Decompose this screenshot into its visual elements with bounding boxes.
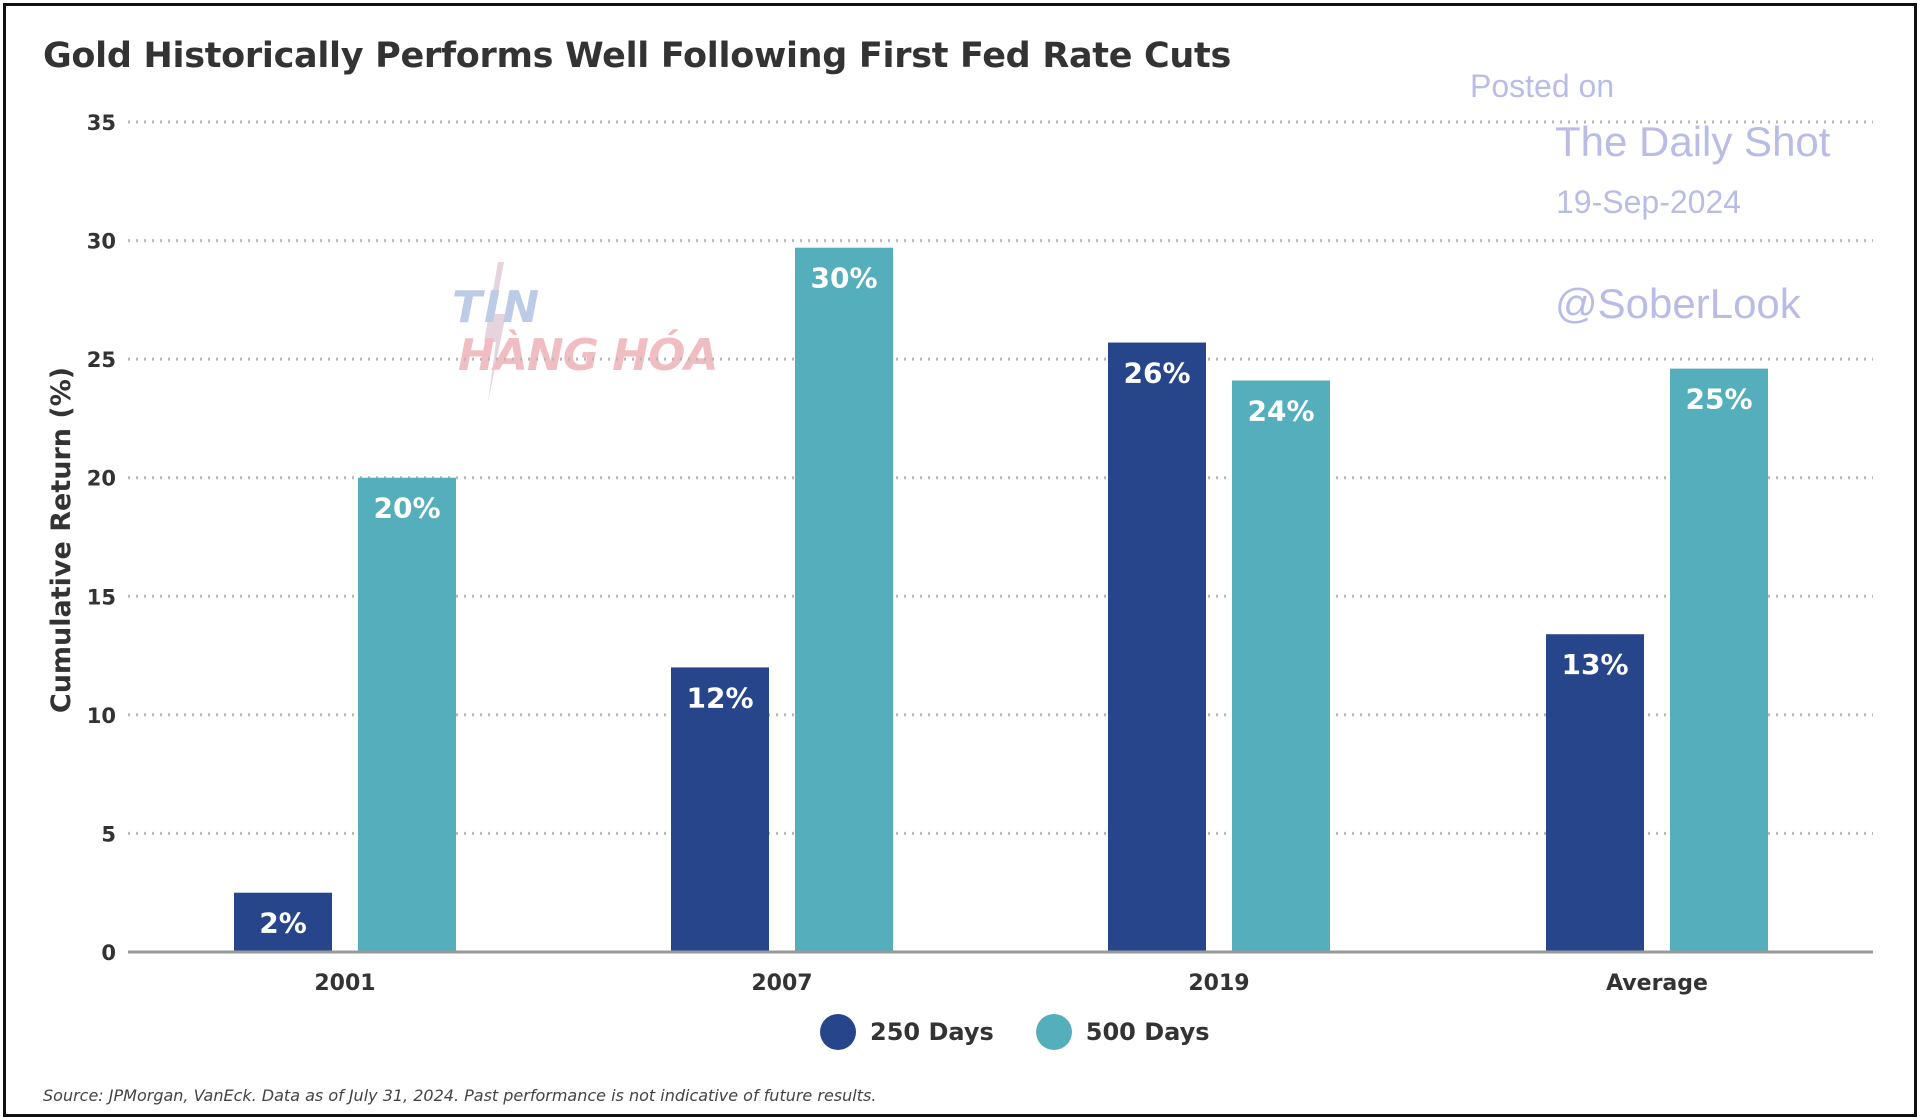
y-tick-label-30: 30	[87, 230, 116, 254]
legend-label-250-days: 250 Days	[870, 1018, 994, 1046]
value-label-500-days-2001: 20%	[373, 492, 440, 525]
value-label-500-days-2007: 30%	[810, 262, 877, 295]
legend-item-500-days: 500 Days	[1036, 1014, 1210, 1050]
value-label-250-days-2001: 2%	[259, 907, 307, 940]
bar-500-days-2001	[358, 478, 456, 952]
x-tick-label-2001: 2001	[314, 971, 375, 996]
legend: 250 Days 500 Days	[820, 1012, 1252, 1052]
legend-item-250-days: 250 Days	[820, 1014, 994, 1050]
bar-500-days-2007	[795, 248, 893, 952]
y-tick-label-20: 20	[87, 467, 116, 491]
value-label-500-days-average: 25%	[1685, 383, 1752, 416]
y-tick-label-5: 5	[101, 822, 116, 846]
legend-label-500-days: 500 Days	[1086, 1018, 1210, 1046]
x-tick-label-average: Average	[1606, 971, 1708, 996]
y-tick-label-0: 0	[101, 941, 116, 965]
bar-chart: 2% 20% 12% 30% 26% 24% 13% 25% 0 5 10 15 20 25 30 35 20…	[0, 0, 1920, 1118]
bars	[234, 248, 1768, 952]
legend-swatch-500-days	[1036, 1014, 1072, 1050]
y-tick-label-10: 10	[87, 704, 116, 728]
x-tick-label-2007: 2007	[751, 971, 812, 996]
bar-500-days-average	[1670, 369, 1768, 952]
bar-250-days-2019	[1108, 343, 1206, 952]
value-label-250-days-2019: 26%	[1123, 357, 1190, 390]
y-axis-title: Cumulative Return (%)	[46, 367, 77, 713]
value-label-250-days-average: 13%	[1561, 648, 1628, 681]
y-tick-label-35: 35	[87, 111, 116, 135]
y-tick-label-15: 15	[87, 585, 116, 609]
value-label-250-days-2007: 12%	[686, 681, 753, 714]
x-tick-label-2019: 2019	[1188, 971, 1249, 996]
value-label-500-days-2019: 24%	[1247, 394, 1314, 427]
value-labels: 2% 20% 12% 30% 26% 24% 13% 25%	[259, 262, 1752, 940]
source-note: Source: JPMorgan, VanEck. Data as of Jul…	[43, 1086, 876, 1105]
y-tick-label-25: 25	[87, 348, 116, 372]
legend-swatch-250-days	[820, 1014, 856, 1050]
bar-250-days-average	[1546, 634, 1644, 952]
bar-500-days-2019	[1232, 380, 1330, 952]
